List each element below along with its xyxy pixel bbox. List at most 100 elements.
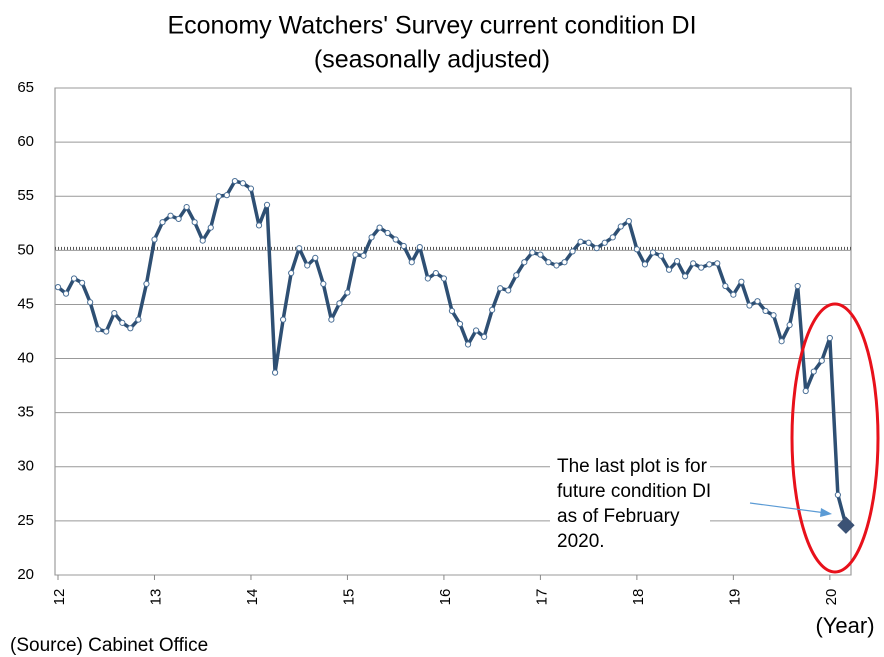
point-marker [151, 236, 158, 243]
point-marker [143, 280, 150, 287]
point-marker [312, 254, 319, 262]
point-marker [199, 237, 206, 244]
point-marker [223, 192, 230, 199]
point-marker [521, 259, 528, 266]
x-tick-label: 14 [244, 589, 261, 606]
plot-area [54, 87, 852, 576]
point-marker [456, 320, 464, 328]
annotation-bg [550, 455, 710, 555]
point-marker [762, 307, 769, 315]
point-marker [263, 201, 271, 208]
point-marker [706, 261, 713, 268]
point-marker [448, 307, 456, 315]
y-tick-label: 50 [17, 241, 34, 258]
point-marker [127, 325, 134, 332]
point-marker [818, 357, 825, 364]
point-marker [191, 219, 198, 226]
point-marker [673, 258, 681, 265]
point-marker [175, 215, 182, 223]
point-marker [87, 299, 94, 306]
point-marker [255, 222, 263, 229]
point-marker [633, 246, 640, 253]
point-marker [746, 302, 753, 309]
point-marker [119, 319, 126, 326]
x-axis-label: (Year) [815, 613, 874, 638]
point-marker [95, 326, 102, 333]
point-marker [344, 289, 351, 296]
highlight-ellipse [790, 302, 880, 574]
point-marker [778, 338, 785, 345]
point-marker [111, 310, 118, 317]
point-marker [79, 279, 86, 286]
point-marker [103, 328, 110, 335]
point-marker [416, 243, 423, 251]
point-marker [408, 259, 415, 266]
point-marker [641, 261, 649, 268]
point-marker [481, 333, 488, 341]
point-marker [497, 285, 504, 292]
point-marker [296, 245, 303, 252]
point-marker [794, 282, 801, 290]
x-tick-label: 16 [437, 589, 454, 606]
point-marker [730, 291, 737, 298]
point-marker [810, 368, 817, 375]
point-marker [440, 275, 448, 282]
point-marker [826, 334, 833, 342]
point-marker [698, 264, 705, 271]
point-marker [54, 284, 62, 291]
point-marker [135, 316, 142, 323]
point-marker [553, 262, 560, 269]
point-marker [834, 491, 841, 499]
point-marker [288, 269, 295, 277]
annotation-arrowhead [820, 508, 832, 517]
point-marker [529, 249, 536, 256]
point-marker [280, 316, 287, 323]
x-tick-label: 13 [147, 589, 164, 606]
point-marker [505, 287, 512, 294]
annotation-text: future condition DI [557, 481, 711, 502]
point-marker [304, 262, 311, 269]
point-marker [714, 260, 721, 267]
point-marker [432, 269, 439, 277]
chart-subtitle: (seasonally adjusted) [314, 46, 550, 74]
point-marker [271, 369, 279, 376]
annotation-arrow [749, 502, 827, 514]
point-marker [70, 275, 78, 282]
point-marker [690, 260, 697, 267]
point-marker [392, 236, 399, 243]
annotation-text: The last plot is for [557, 456, 708, 477]
y-tick-label: 45 [17, 295, 34, 312]
point-marker [657, 252, 665, 259]
point-marker [159, 219, 166, 226]
point-marker [489, 306, 496, 313]
point-marker [649, 249, 657, 256]
point-marker [585, 239, 592, 246]
y-tick-label: 65 [17, 79, 34, 96]
x-tick-label: 15 [340, 589, 357, 606]
x-tick-label: 12 [51, 589, 68, 606]
point-marker [665, 266, 673, 273]
point-marker [207, 224, 214, 231]
annotation-text: as of February [557, 506, 680, 527]
x-tick-label: 18 [630, 589, 647, 606]
x-tick-label: 19 [726, 589, 743, 606]
point-marker [577, 238, 584, 245]
point-marker [424, 275, 431, 282]
point-marker [472, 327, 480, 334]
x-tick-label: 17 [533, 589, 550, 606]
point-marker [400, 242, 407, 250]
point-marker [802, 387, 809, 395]
point-marker [770, 312, 777, 319]
y-tick-label: 20 [17, 566, 34, 583]
y-tick-label: 60 [17, 133, 34, 150]
point-marker [617, 223, 624, 230]
point-marker [609, 234, 616, 241]
point-marker [464, 341, 472, 348]
diamond-marker [837, 516, 855, 534]
point-marker [360, 252, 367, 259]
point-marker [537, 251, 544, 258]
point-marker [183, 203, 190, 211]
y-tick-label: 55 [17, 187, 34, 204]
